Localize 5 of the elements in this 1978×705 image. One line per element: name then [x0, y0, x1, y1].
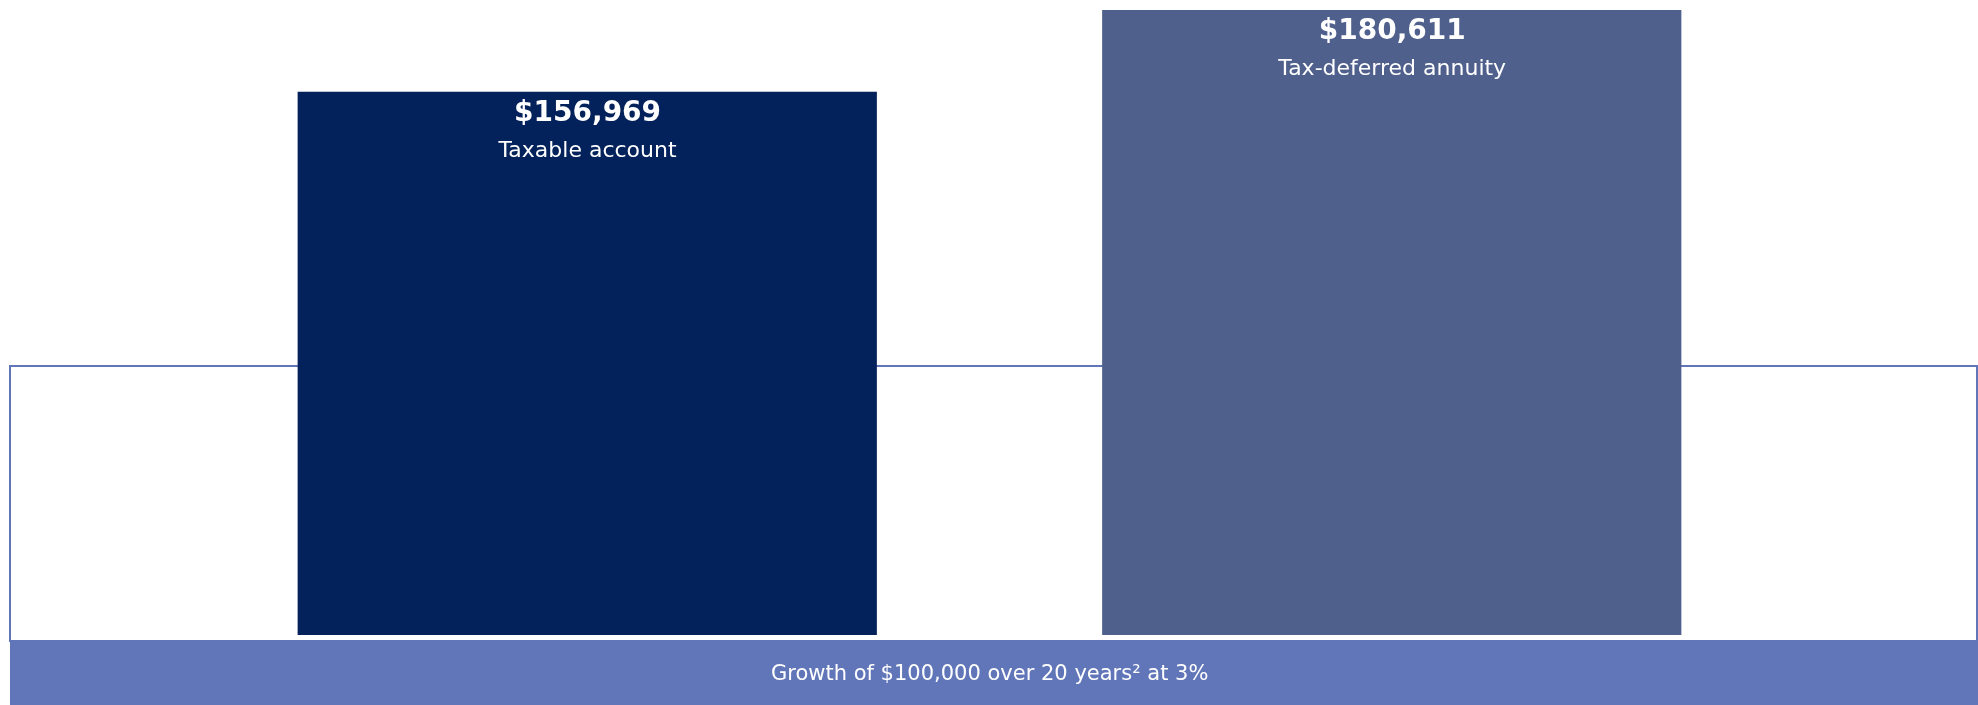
data-label: $156,969 — [514, 94, 662, 128]
data-label: $180,611 — [1318, 13, 1466, 46]
text: Growth of $100,000 over 20 years² at 3% — [771, 661, 1209, 685]
x-tick-label: Taxable account — [497, 137, 677, 163]
x-tick-label: Tax-deferred annuity — [1277, 55, 1507, 81]
